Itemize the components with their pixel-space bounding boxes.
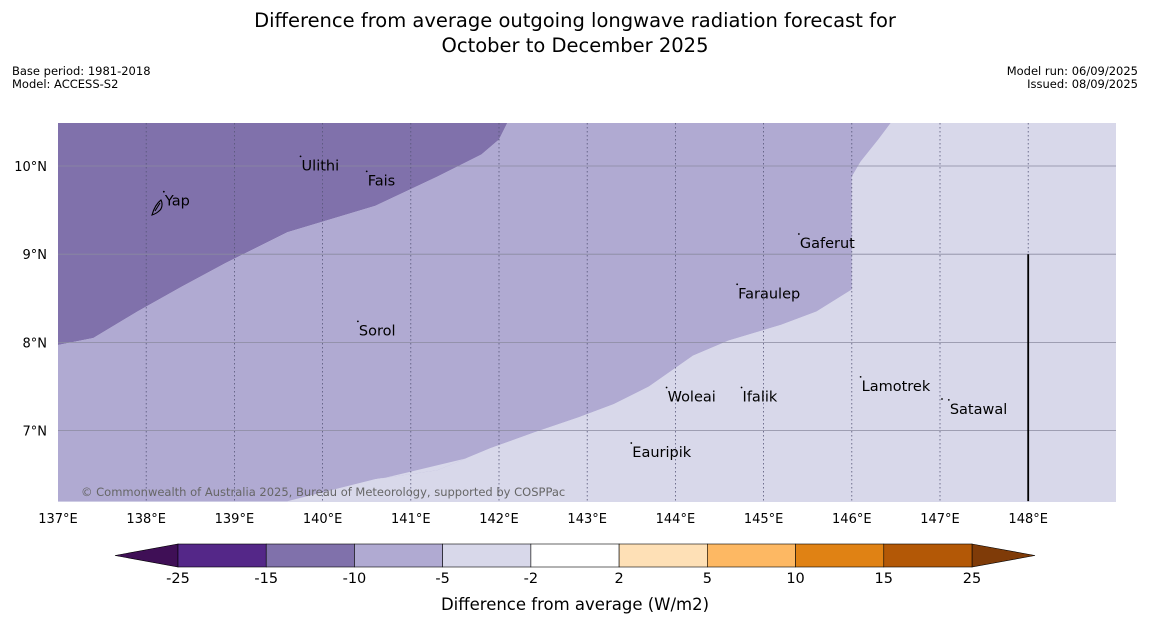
lon-tick-label: 145°E — [744, 512, 784, 527]
colorbar-segment — [883, 543, 973, 568]
colorbar-segment — [618, 543, 708, 568]
island-marker — [740, 386, 743, 389]
colorbar-segment — [707, 543, 796, 568]
colorbar-segment — [442, 543, 532, 568]
lon-tick-label: 148°E — [1008, 512, 1048, 527]
island-yap: Yap — [162, 190, 190, 210]
colorbar-tick-label: -25 — [166, 571, 190, 587]
zone-minus-15-to-minus-10 — [58, 123, 508, 345]
title-line-2: October to December 2025 — [441, 34, 709, 57]
colorbar-tick-label: -2 — [524, 571, 538, 587]
lon-tick-label: 146°E — [832, 512, 872, 527]
lat-tick-label: 8°N — [23, 336, 48, 351]
island-label: Sorol — [359, 323, 396, 339]
island-marker — [797, 233, 800, 235]
island-marker — [299, 155, 302, 158]
colorbar-tick-label: -15 — [254, 571, 278, 587]
model-run-text: Model run: 06/09/2025 — [1006, 64, 1138, 78]
colorbar-tick-label: 25 — [963, 571, 981, 587]
lon-tick-label: 139°E — [215, 512, 255, 527]
colorbar-segment — [354, 543, 443, 568]
zone-minus-5-to-minus-2 — [287, 123, 1116, 502]
island-ulithi: Ulithi — [299, 155, 340, 174]
island-satawal: Satawal — [947, 398, 1007, 418]
map-title: Difference from average outgoing longwav… — [0, 8, 1150, 58]
issued-text: Issued: 08/09/2025 — [1027, 77, 1138, 91]
island-label: Eauripik — [632, 445, 691, 461]
lon-tick-label: 147°E — [920, 512, 960, 527]
island-label: Fais — [368, 173, 395, 189]
lat-tick-label: 9°N — [23, 248, 48, 263]
colorbar-segment — [177, 543, 267, 568]
colorbar-tick-label: 5 — [703, 571, 712, 587]
island-marker — [162, 190, 165, 193]
colorbar-under-arrow — [114, 543, 179, 568]
island-lamotrek: Lamotrek — [859, 376, 931, 395]
colorbar-segment — [530, 543, 620, 568]
island-marker — [736, 283, 739, 286]
island-gaferut: Gaferut — [797, 233, 855, 252]
island-marker — [365, 170, 368, 173]
island-label: Ulithi — [302, 158, 340, 174]
copyright-text: © Commonwealth of Australia 2025, Bureau… — [81, 485, 565, 499]
lon-tick-label: 142°E — [479, 512, 519, 527]
colorbar-segment — [795, 543, 885, 568]
colorbar-segment — [265, 543, 355, 568]
island-faraulep: Faraulep — [736, 283, 800, 302]
lon-tick-label: 140°E — [303, 512, 343, 527]
base-info: Base period: 1981-2018 Model: ACCESS-S2 — [12, 65, 151, 91]
island-label: Ifalik — [743, 389, 778, 405]
yap-island-outline — [151, 199, 163, 216]
island-marker — [630, 442, 633, 444]
zone-minus-10-to-minus-5 — [58, 123, 891, 502]
graticule — [58, 123, 1116, 502]
base-period-text: Base period: 1981-2018 — [12, 64, 151, 78]
lon-tick-label: 141°E — [391, 512, 431, 527]
island-label: Satawal — [950, 402, 1007, 418]
islet-marker — [941, 398, 943, 400]
axis-labels: 137°E 138°E 139°E 140°E 141°E 142°E 143°E 144°E… — [14, 160, 1048, 527]
island-marker — [665, 386, 668, 389]
island-label: Lamotrek — [862, 379, 931, 395]
island-sorol: Sorol — [356, 320, 396, 339]
lon-tick-label: 143°E — [567, 512, 607, 527]
lon-tick-label: 138°E — [126, 512, 166, 527]
lon-tick-label: 137°E — [38, 512, 78, 527]
island-label: Yap — [164, 194, 190, 210]
lat-tick-label: 10°N — [14, 160, 47, 175]
island-labels: Yap Ulithi Fais Gaferut Faraulep Sorol Woleai I… — [162, 155, 1007, 461]
colorbar-over-arrow — [971, 543, 1036, 568]
lat-tick-label: 7°N — [23, 425, 48, 440]
colorbar-tick-label: 15 — [875, 571, 893, 587]
island-label: Faraulep — [738, 286, 800, 302]
colorbar-tick-label: -5 — [435, 571, 449, 587]
title-line-1: Difference from average outgoing longwav… — [254, 9, 896, 32]
island-fais: Fais — [365, 170, 395, 189]
island-marker — [947, 398, 950, 401]
island-label: Woleai — [668, 389, 716, 405]
island-label: Gaferut — [800, 236, 855, 252]
model-text: Model: ACCESS-S2 — [12, 77, 119, 91]
colorbar-label: Difference from average (W/m2) — [441, 595, 709, 614]
run-info: Model run: 06/09/2025 Issued: 08/09/2025 — [1007, 65, 1138, 91]
island-marker — [356, 320, 359, 323]
island-eauripik: Eauripik — [630, 442, 692, 461]
colorbar-tick-label: -10 — [343, 571, 367, 587]
island-ifalik: Ifalik — [740, 386, 778, 405]
colorbar-tick-label: 10 — [786, 571, 804, 587]
island-woleai: Woleai — [665, 386, 716, 405]
colorbar: -25 -15 -10 -5 -2 2 5 10 15 25 — [114, 543, 1036, 587]
colorbar-tick-label: 2 — [614, 571, 623, 587]
lon-tick-label: 144°E — [656, 512, 696, 527]
island-marker — [859, 376, 862, 378]
